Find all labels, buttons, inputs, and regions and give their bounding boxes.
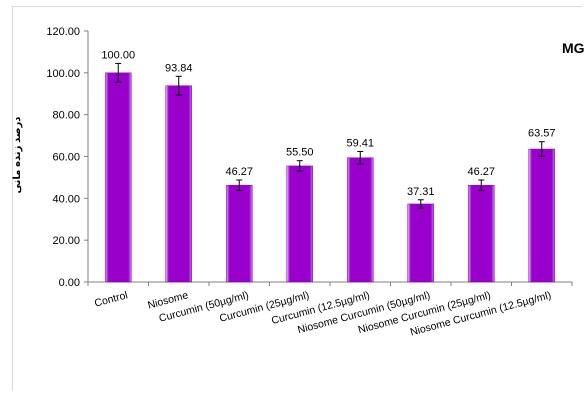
y-tick-label: 60.00: [52, 152, 80, 164]
axes: 0.00 20.00 40.00 60.00 80.00 100.00 120.00: [46, 26, 573, 289]
data-label: 46.27: [467, 166, 495, 178]
category-label: Control: [93, 289, 129, 309]
y-tick-label: 100.00: [46, 68, 80, 80]
y-tick-label: 40.00: [52, 193, 80, 205]
chart-frame: [12, 6, 582, 391]
bar: [105, 72, 132, 283]
bar: [347, 157, 374, 283]
y-tick-label: 80.00: [52, 110, 80, 122]
y-tick-label: 0.00: [59, 277, 80, 289]
bar: [528, 148, 555, 283]
y-tick-label: 120.00: [46, 26, 80, 38]
bars: [105, 62, 555, 283]
y-axis-label: درصد زنده مانی: [12, 117, 23, 194]
data-label: 59.41: [346, 137, 374, 149]
bar: [226, 184, 253, 283]
data-label: 63.57: [528, 128, 556, 140]
data-label: 46.27: [225, 166, 253, 178]
y-tick-label: 20.00: [52, 235, 80, 247]
chart-title: رده سلولیMG-63: [562, 40, 585, 57]
bar: [468, 184, 495, 283]
data-label: 100.00: [101, 49, 135, 61]
data-label: 55.50: [286, 147, 314, 159]
bar: [165, 85, 192, 283]
data-label: 93.84: [165, 62, 193, 74]
bar: [407, 203, 434, 283]
data-label: 37.31: [407, 186, 435, 198]
bar: [286, 165, 313, 283]
